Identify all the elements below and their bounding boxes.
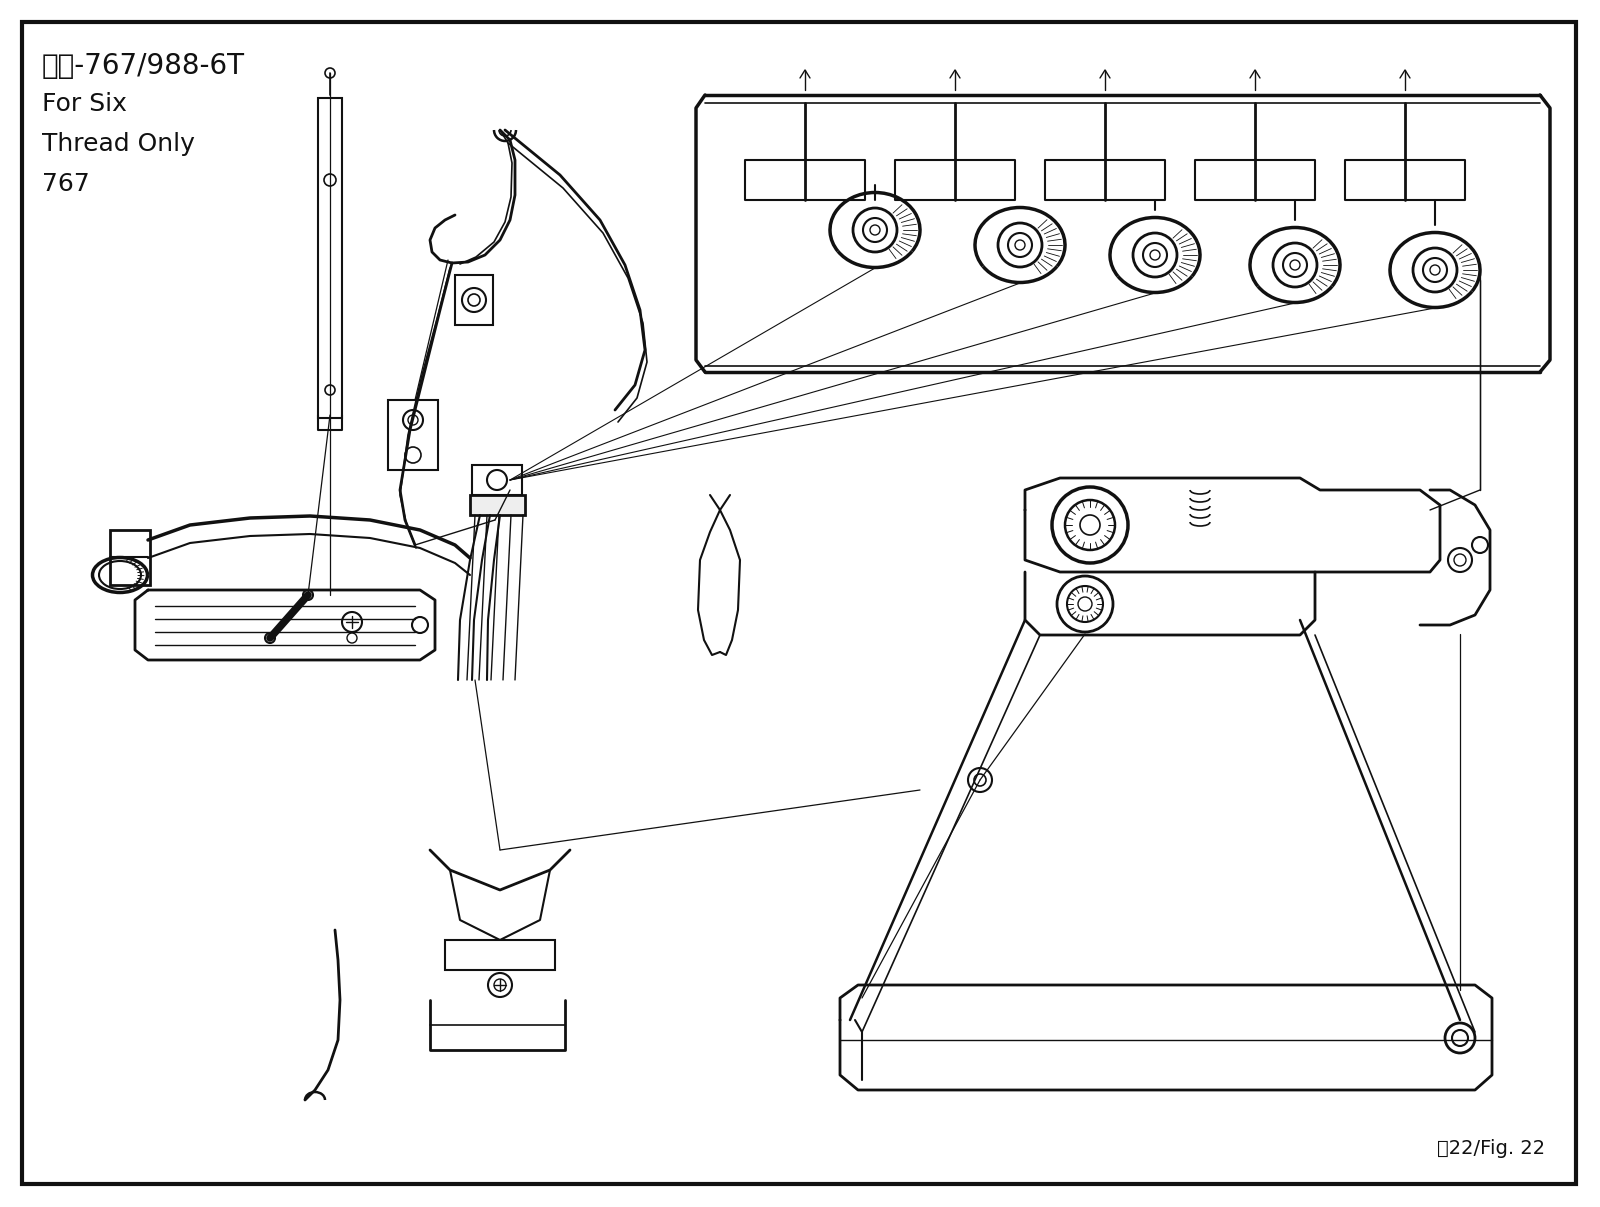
Bar <box>445 940 555 970</box>
Text: 六線-767/988-6T: 六線-767/988-6T <box>42 52 245 80</box>
Text: For Six: For Six <box>42 92 126 116</box>
Bar <box>470 495 525 515</box>
Bar <box>472 465 522 495</box>
Bar <box>387 400 438 470</box>
Bar <box>454 275 493 325</box>
Text: Thread Only: Thread Only <box>42 132 195 156</box>
Text: 剧22/Fig. 22: 剧22/Fig. 22 <box>1437 1139 1546 1158</box>
Text: 767: 767 <box>42 173 90 196</box>
Bar <box>110 530 150 585</box>
Bar <box>318 98 342 418</box>
